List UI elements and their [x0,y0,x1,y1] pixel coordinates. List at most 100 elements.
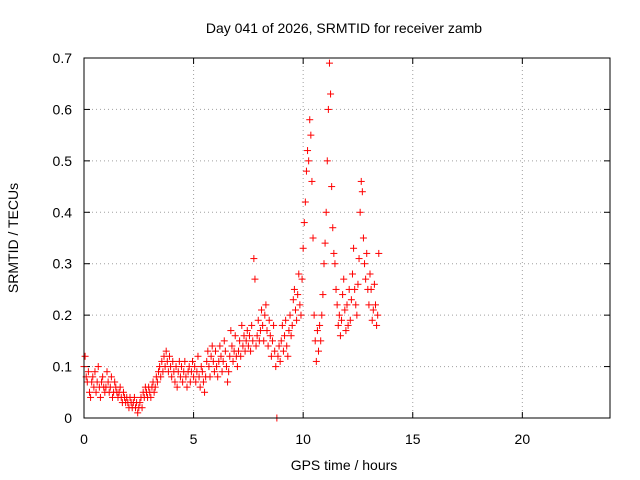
data-point [315,347,323,355]
data-point [249,337,257,345]
data-point [136,399,144,407]
data-point [286,311,294,319]
data-point [258,306,266,314]
data-point [375,249,383,257]
plot-frame [83,57,611,419]
data-point [134,409,142,417]
data-point [268,337,276,345]
data-point [353,311,361,319]
data-point [347,296,355,304]
data-point [341,306,349,314]
data-point [242,337,250,345]
data-point [151,383,159,391]
data-point [320,260,328,268]
data-point [233,363,241,371]
data-point [325,59,333,67]
data-point [342,327,350,335]
data-point [103,368,111,376]
data-point [322,208,330,216]
data-point [305,157,313,165]
data-point [369,306,377,314]
data-point [147,393,155,401]
data-point [338,316,346,324]
data-point [98,378,106,386]
data-point [340,275,348,283]
data-point [365,301,373,309]
data-point [181,357,189,365]
data-point [329,224,337,232]
data-point [81,352,89,360]
data-point [301,198,309,206]
data-point [363,249,371,257]
data-point [335,311,343,319]
data-point [265,316,273,324]
data-point [201,388,209,396]
x-tick-label: 0 [80,431,88,447]
data-point [276,357,284,365]
data-point [307,131,315,139]
data-point [261,311,269,319]
data-point [284,352,292,360]
data-point [191,363,199,371]
data-point [218,368,226,376]
data-point [99,373,107,381]
data-point [195,373,203,381]
data-point [173,383,181,391]
data-point [336,332,344,340]
data-point [300,219,308,227]
data-point [237,352,245,360]
data-point [352,301,360,309]
y-tick-label: 0.5 [53,153,73,169]
data-point [247,347,255,355]
data-point [111,378,119,386]
data-point [350,244,358,252]
data-point [214,373,222,381]
data-point [259,321,267,329]
data-point [302,167,310,175]
data-point [351,285,359,293]
data-point [150,388,158,396]
data-point [293,316,301,324]
data-point [260,337,268,345]
data-point [288,321,296,329]
x-tick-label: 10 [295,431,311,447]
data-point [138,404,146,412]
data-point [206,373,214,381]
data-point [210,368,218,376]
data-point [197,363,205,371]
data-point [104,378,112,386]
data-point [321,239,329,247]
data-point [225,368,233,376]
data-point [219,357,227,365]
y-tick-labels: 0 0.1 0.2 0.3 0.4 0.5 0.6 0.7 [53,50,73,426]
data-point [357,177,365,185]
data-point [92,388,100,396]
data-point [248,321,256,329]
grid-lines [84,58,610,418]
data-point [366,270,374,278]
data-point [370,280,378,288]
data-point [157,373,165,381]
data-point [264,342,272,350]
data-point [179,378,187,386]
data-point [169,357,177,365]
data-point [229,357,237,365]
data-point [306,116,314,124]
data-point [89,373,97,381]
data-points [80,59,383,422]
data-point [267,352,275,360]
data-point [328,183,336,191]
data-point [263,327,271,335]
data-point [308,177,316,185]
data-point [168,373,176,381]
data-point [235,347,243,355]
data-point [298,275,306,283]
data-point [194,352,202,360]
data-point [344,321,352,329]
data-point [332,285,340,293]
data-point [313,327,321,335]
data-point [317,337,325,345]
data-point [224,378,232,386]
data-point [231,332,239,340]
